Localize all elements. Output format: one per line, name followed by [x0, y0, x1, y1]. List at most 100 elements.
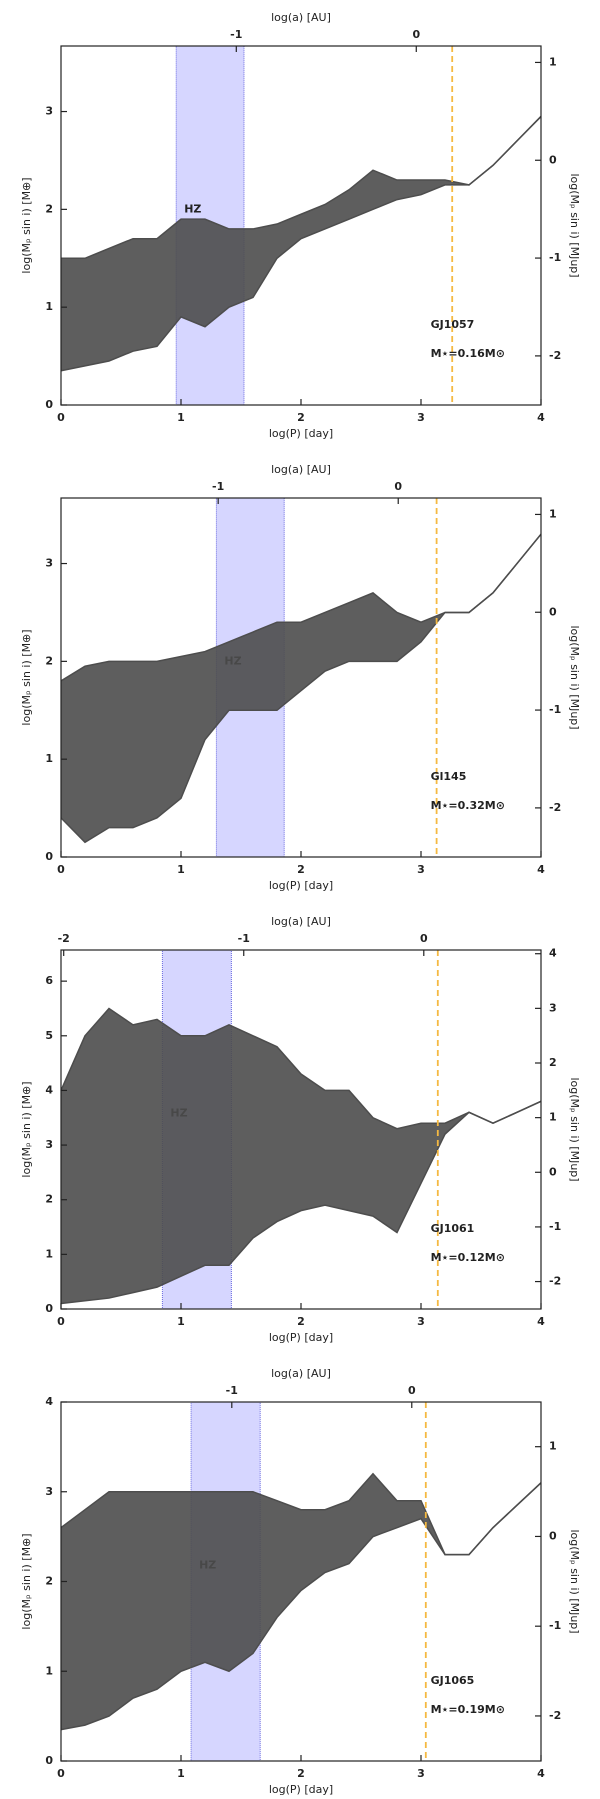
x2-axis-label: log(a) [AU]	[271, 463, 331, 476]
y2-axis-label: log(Mₚ sin i) [MJup]	[568, 625, 581, 729]
x-tick-label: 2	[297, 411, 305, 424]
y-tick-label: 2	[45, 202, 53, 215]
x2-tick-label: 0	[408, 1384, 416, 1397]
x-tick-label: 1	[177, 863, 185, 876]
x2-tick-label: -1	[226, 1384, 238, 1397]
y2-tick-label: 1	[549, 1111, 557, 1124]
y-axis-label: log(Mₚ sin i) [M⊕]	[20, 1081, 33, 1177]
x2-tick-label: 0	[420, 932, 428, 945]
y-tick-label: 2	[45, 1193, 53, 1206]
y-tick-label: 0	[45, 398, 53, 411]
x-axis-label: log(P) [day]	[269, 427, 333, 440]
x2-axis-label: log(a) [AU]	[271, 11, 331, 24]
x-tick-label: 0	[57, 411, 65, 424]
range-fill	[61, 1008, 541, 1304]
y2-tick-label: 4	[549, 947, 557, 960]
data-line	[60, 1482, 542, 1731]
x2-axis-label: log(a) [AU]	[271, 915, 331, 928]
y2-tick-label: 1	[549, 507, 557, 520]
star-name: GJ1057	[431, 318, 475, 331]
y-tick-label: 3	[45, 557, 53, 570]
y2-axis-label: log(Mₚ sin i) [MJup]	[568, 173, 581, 277]
x-tick-label: 2	[297, 1767, 305, 1780]
y-tick-label: 1	[45, 300, 53, 313]
x-tick-label: 3	[417, 863, 425, 876]
x-tick-label: 2	[297, 863, 305, 876]
y2-tick-label: -1	[549, 703, 561, 716]
y-tick-label: 5	[45, 1029, 53, 1042]
star-name: GJ1065	[431, 1674, 475, 1687]
y2-tick-label: -2	[549, 349, 561, 362]
y-tick-label: 0	[45, 850, 53, 863]
y-tick-label: 1	[45, 1247, 53, 1260]
x-tick-label: 1	[177, 1767, 185, 1780]
y-tick-label: 0	[45, 1754, 53, 1767]
x-tick-label: 3	[417, 411, 425, 424]
x2-tick-label: -1	[212, 480, 224, 493]
y-tick-label: 0	[45, 1302, 53, 1315]
y-tick-label: 3	[45, 1138, 53, 1151]
x-tick-label: 0	[57, 1767, 65, 1780]
data-line	[61, 115, 542, 260]
x-tick-label: 3	[417, 1767, 425, 1780]
x-tick-label: 4	[537, 411, 545, 424]
y2-tick-label: 2	[549, 1056, 557, 1069]
y-axis-label: log(Mₚ sin i) [M⊕]	[20, 1533, 33, 1629]
y2-tick-label: 1	[549, 55, 557, 68]
y2-tick-label: -1	[549, 251, 561, 264]
x2-axis-label: log(a) [AU]	[271, 1367, 331, 1380]
y-tick-label: 2	[45, 654, 53, 667]
y-tick-label: 6	[45, 974, 53, 987]
x-tick-label: 4	[537, 1767, 545, 1780]
x-tick-label: 3	[417, 1315, 425, 1328]
x-axis-label: log(P) [day]	[269, 879, 333, 892]
x2-tick-label: -1	[238, 932, 250, 945]
x2-tick-label: 0	[394, 480, 402, 493]
y2-tick-label: 0	[549, 1529, 557, 1542]
y2-tick-label: -2	[549, 801, 561, 814]
star-name: GJ1061	[431, 1222, 475, 1235]
y2-tick-label: -2	[549, 1709, 561, 1722]
x2-tick-label: -2	[58, 932, 70, 945]
x-tick-label: 0	[57, 1315, 65, 1328]
x-tick-label: 4	[537, 1315, 545, 1328]
y-axis-label: log(Mₚ sin i) [M⊕]	[20, 177, 33, 273]
y2-tick-label: 0	[549, 153, 557, 166]
y-tick-label: 2	[45, 1575, 53, 1588]
range-fill	[61, 116, 541, 371]
star-mass: M⋆=0.32M⊙	[431, 799, 505, 812]
x-tick-label: 2	[297, 1315, 305, 1328]
y2-tick-label: 3	[549, 1001, 557, 1014]
x-tick-label: 1	[177, 1315, 185, 1328]
hz-label: HZ	[184, 202, 201, 215]
y-tick-label: 4	[45, 1395, 53, 1408]
data-line	[60, 1007, 542, 1130]
y-tick-label: 1	[45, 1664, 53, 1677]
x-axis-label: log(P) [day]	[269, 1783, 333, 1796]
y2-tick-label: -1	[549, 1619, 561, 1632]
data-line	[60, 115, 542, 372]
star-mass: M⋆=0.16M⊙	[431, 347, 505, 360]
y-tick-label: 4	[45, 1083, 53, 1096]
y2-tick-label: -2	[549, 1275, 561, 1288]
x-tick-label: 0	[57, 863, 65, 876]
y-tick-label: 3	[45, 1485, 53, 1498]
y2-tick-label: 0	[549, 1165, 557, 1178]
x-tick-label: 1	[177, 411, 185, 424]
data-line	[60, 1100, 542, 1305]
data-line	[60, 533, 542, 844]
x2-tick-label: 0	[412, 28, 420, 41]
x-axis-label: log(P) [day]	[269, 1331, 333, 1344]
star-mass: M⋆=0.12M⊙	[431, 1251, 505, 1264]
range-fill	[61, 1473, 541, 1730]
y2-tick-label: 1	[549, 1440, 557, 1453]
range-fill	[61, 534, 541, 843]
x-tick-label: 4	[537, 863, 545, 876]
star-name: Gl145	[431, 770, 467, 783]
star-mass: M⋆=0.19M⊙	[431, 1703, 505, 1716]
y2-axis-label: log(Mₚ sin i) [MJup]	[568, 1077, 581, 1181]
y2-tick-label: -1	[549, 1220, 561, 1233]
y-axis-label: log(Mₚ sin i) [M⊕]	[20, 629, 33, 725]
